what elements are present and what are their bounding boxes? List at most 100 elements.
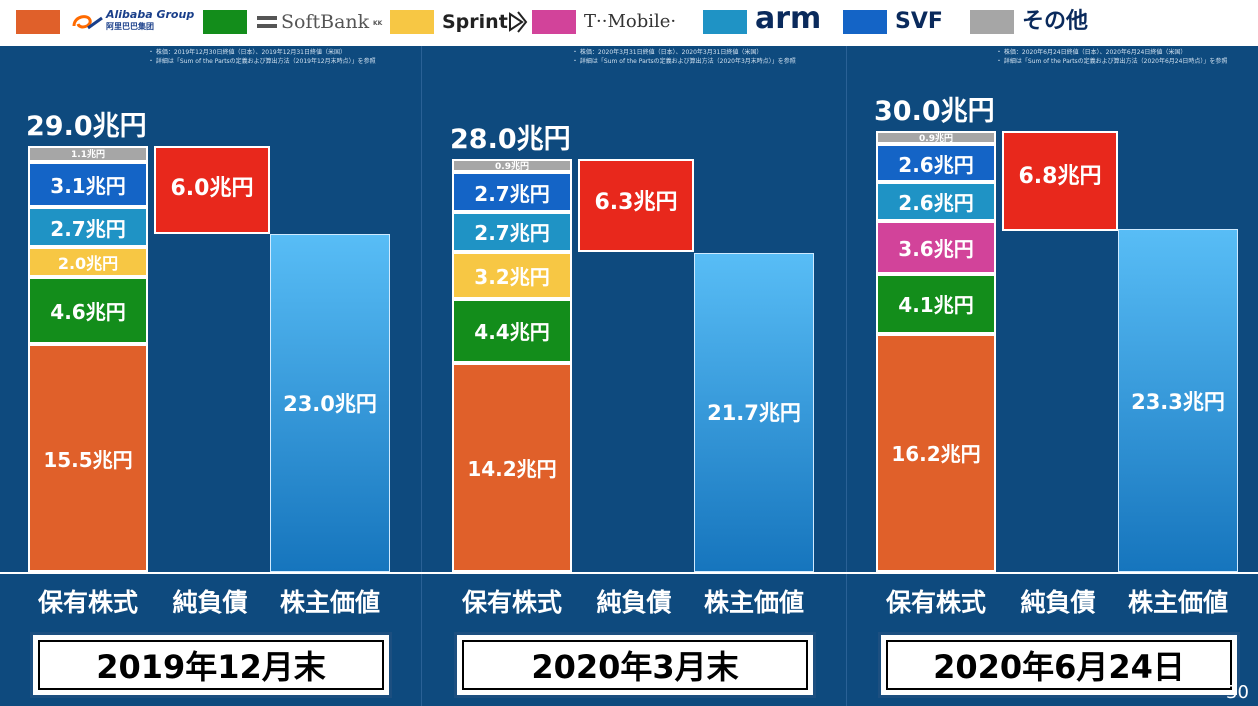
legend-swatch-other (970, 10, 1014, 34)
net-debt-value-label: 6.0兆円 (170, 175, 254, 201)
panel-note: ・ 詳細は「Sum of the Partsの定義および算出方法（2019年12… (148, 58, 376, 65)
holding-value-label: 16.2兆円 (891, 442, 981, 467)
arm-logo-text: arm (755, 1, 822, 36)
page-number: 30 (1226, 682, 1249, 703)
shareholder-value-bar: 23.0兆円 (270, 233, 390, 572)
holding-value-label: 15.5兆円 (43, 447, 133, 472)
legend-swatch-alibaba (16, 10, 60, 34)
holding-value-label: 2.7兆円 (474, 221, 550, 246)
holding-segment-sprint: 2.0兆円 (28, 247, 148, 277)
period-date-label: 2019年12月末 (96, 648, 326, 686)
panel-note: ・ 株価：2020年3月31日終値（日本）、2020年3月31日終値（米国） (572, 49, 763, 56)
softbank-logo-text: SoftBank (281, 11, 370, 33)
legend-item-other: その他 (970, 10, 1110, 36)
holding-value-label: 2.6兆円 (898, 152, 974, 177)
holding-value-label: 2.6兆円 (898, 191, 974, 216)
holding-value-label: 0.9兆円 (919, 134, 953, 145)
alibaba-logo-icon (70, 10, 104, 38)
holding-segment-softbank: 4.6兆円 (28, 276, 148, 345)
alibaba-logo-subtext: 阿里巴巴集团 (106, 22, 154, 31)
period-date-box: 2020年6月24日 (878, 632, 1240, 698)
holding-value-label: 4.4兆円 (474, 320, 550, 345)
category-label: 株主価値 (703, 588, 804, 617)
period-date-label: 2020年6月24日 (933, 648, 1185, 686)
net-debt-bar: 6.8兆円 (1002, 131, 1118, 231)
holding-segment-sprint: 3.2兆円 (452, 251, 572, 299)
holding-segment-svf: 2.6兆円 (876, 144, 996, 183)
holding-segment-arm: 2.7兆円 (452, 211, 572, 252)
shareholder-value-bar: 21.7兆円 (694, 253, 814, 572)
panel-note: ・ 株価：2020年6月24日終値（日本）、2020年6月24日終値（米国） (996, 49, 1187, 56)
holding-value-label: 3.1兆円 (50, 174, 126, 199)
period-date-box: 2020年3月末 (454, 632, 816, 698)
holding-value-label: 1.1兆円 (71, 150, 105, 161)
category-label: 株主価値 (279, 588, 380, 617)
holding-segment-other: 0.9兆円 (452, 158, 572, 173)
sprint-logo-text: Sprint (442, 11, 508, 33)
softbank-kk-text: KK (373, 20, 383, 27)
period-date-box: 2019年12月末 (30, 632, 392, 698)
holding-value-label: 4.1兆円 (898, 293, 974, 318)
holding-value-label: 3.2兆円 (474, 264, 550, 289)
shareholder-value-label: 21.7兆円 (707, 401, 801, 426)
holding-segment-svf: 2.7兆円 (452, 172, 572, 212)
holding-segment-alibaba: 16.2兆円 (876, 333, 996, 572)
legend-item-svf: SVF (843, 10, 968, 36)
chart-baseline (0, 572, 1258, 574)
holding-segment-svf: 3.1兆円 (28, 161, 148, 208)
net-debt-value-label: 6.3兆円 (594, 189, 678, 215)
holding-value-label: 2.0兆円 (57, 253, 119, 273)
holding-segment-arm: 2.7兆円 (28, 207, 148, 248)
panel-note: ・ 詳細は「Sum of the Partsの定義および算出方法（2020年6月… (996, 58, 1228, 65)
holding-segment-alibaba: 14.2兆円 (452, 363, 572, 572)
legend-item-tmobile: T··Mobile· (532, 10, 702, 36)
holding-segment-other: 0.9兆円 (876, 131, 996, 145)
category-label: 純負債 (172, 588, 248, 617)
alibaba-logo-text: Alibaba Group (106, 8, 195, 21)
sprint-wing-icon (508, 10, 528, 38)
holding-segment-arm: 2.6兆円 (876, 182, 996, 221)
period-date-box-frame (886, 640, 1232, 690)
category-label: 株主価値 (1127, 588, 1228, 617)
category-label: 純負債 (596, 588, 672, 617)
legend-swatch-svf (843, 10, 887, 34)
legend-swatch-softbank (203, 10, 247, 34)
period-date-box-frame (38, 640, 384, 690)
holding-value-label: 0.9兆円 (495, 162, 529, 173)
legend-item-alibaba: Alibaba Group 阿里巴巴集团 (16, 8, 196, 38)
holding-segment-other: 1.1兆円 (28, 145, 148, 162)
holding-value-label: 14.2兆円 (467, 457, 557, 482)
period-date-box-frame (462, 640, 808, 690)
legend-label-other: その他 (1022, 9, 1089, 34)
legend-item-arm: arm (703, 4, 843, 36)
legend-swatch-sprint (390, 10, 434, 34)
legend-item-softbank: SoftBank KK (203, 10, 393, 36)
panel-separator-2 (846, 46, 847, 706)
total-holdings-label: 30.0兆円 (874, 96, 995, 127)
panel-separator-1 (421, 46, 422, 706)
category-label: 保有株式 (885, 588, 986, 617)
total-holdings-label: 28.0兆円 (450, 123, 571, 155)
category-label: 保有株式 (461, 588, 562, 617)
period-date-label: 2020年3月末 (531, 648, 739, 686)
holding-value-label: 4.6兆円 (50, 299, 126, 324)
panel-note: ・ 詳細は「Sum of the Partsの定義および算出方法（2020年3月… (572, 58, 796, 65)
legend: Alibaba Group 阿里巴巴集团 SoftBank KK Sprint T··Mo… (0, 0, 1258, 46)
category-label: 保有株式 (37, 588, 138, 617)
panel-note: ・ 株価：2019年12月30日終値（日本）、2019年12月31日終値（米国） (148, 49, 346, 56)
tmobile-logo-text: T··Mobile· (584, 11, 677, 32)
legend-swatch-arm (703, 10, 747, 34)
holding-segment-softbank: 4.4兆円 (452, 298, 572, 364)
shareholder-value-label: 23.0兆円 (283, 391, 377, 416)
shareholder-value-label: 23.3兆円 (1131, 389, 1225, 414)
net-debt-bar: 6.0兆円 (154, 145, 270, 234)
softbank-logo-icon (255, 10, 279, 38)
net-debt-bar: 6.3兆円 (578, 158, 694, 252)
category-label: 純負債 (1020, 588, 1096, 617)
total-holdings-label: 29.0兆円 (26, 110, 147, 142)
holding-segment-softbank: 4.1兆円 (876, 273, 996, 334)
shareholder-value-bar: 23.3兆円 (1118, 229, 1238, 572)
legend-swatch-tmobile (532, 10, 576, 34)
holding-value-label: 2.7兆円 (50, 216, 126, 241)
holding-value-label: 2.7兆円 (474, 181, 550, 206)
